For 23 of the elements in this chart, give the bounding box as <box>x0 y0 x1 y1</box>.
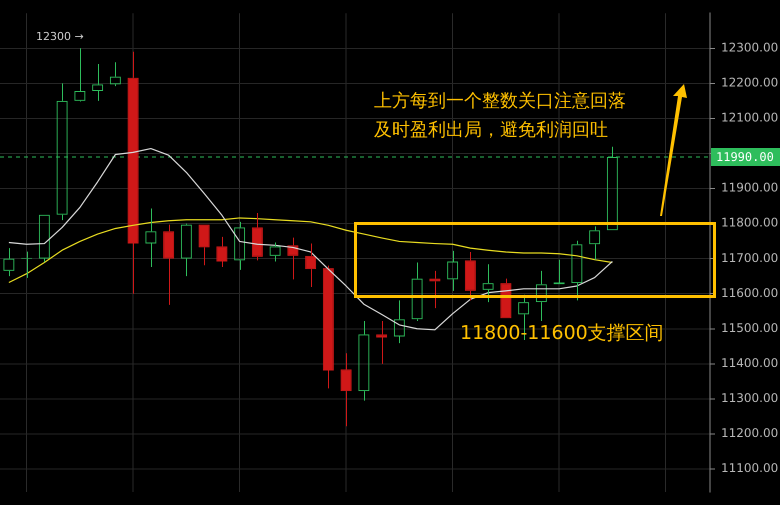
candlestick <box>163 224 174 306</box>
y-tick-label: 11200.00 <box>721 426 778 440</box>
y-tick-label: 11300.00 <box>721 391 778 406</box>
candlestick <box>198 224 210 266</box>
y-tick-label: 11100.00 <box>721 461 778 476</box>
candlestick <box>322 265 334 389</box>
y-tick-label: 11900.00 <box>721 180 778 195</box>
y-tick-label: 11600.00 <box>721 286 778 300</box>
candlestick <box>252 212 263 261</box>
y-tick-label: 11500.00 <box>721 320 778 335</box>
annotation: 12300 → <box>36 30 84 43</box>
y-tick-label: 12200.00 <box>721 75 778 90</box>
y-tick-label: 12100.00 <box>721 110 778 125</box>
candlestick <box>464 251 476 301</box>
candlestick <box>429 270 440 309</box>
y-tick-label: 11400.00 <box>721 356 778 370</box>
annotation: 上方每到一个整数关口注意回落 <box>374 90 626 112</box>
y-tick-label: 12300.00 <box>721 40 778 54</box>
candlestick <box>340 352 352 427</box>
annotation: 及时盈利出局，避免利润回吐 <box>374 120 608 141</box>
y-tick-label: 11800.00 <box>721 216 778 230</box>
y-tick-label: 11700.00 <box>721 250 778 265</box>
ref-line-label: 11990.00 <box>716 150 774 164</box>
